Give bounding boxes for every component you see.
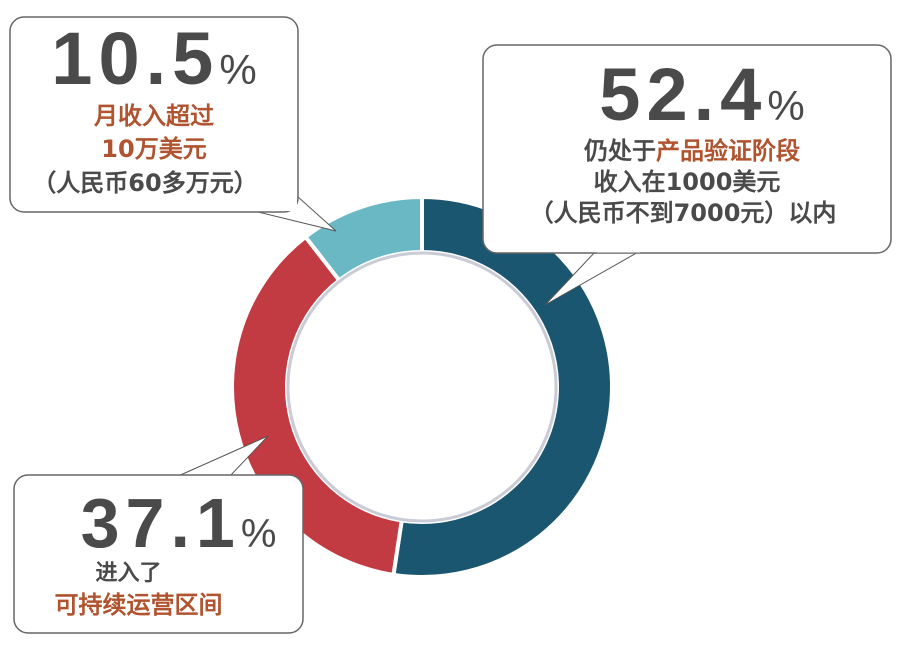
callout-line-1: 月收入超过 (94, 102, 214, 130)
callout-bottom-left: 37.1% 进入了 可持续运营区间 (14, 488, 303, 622)
percent-sign: % (240, 512, 277, 556)
callout-line-2: 可持续运营区间 (54, 591, 223, 619)
inner-ring-shadow (286, 251, 558, 523)
callout-box-bottom-left (13, 474, 304, 634)
percentage-number: 37.1 (80, 484, 241, 562)
callout-line-1: 进入了 (95, 561, 162, 586)
tail-mask-top-left (251, 197, 297, 211)
tail-mask-bottom-left (177, 476, 228, 479)
line-1-plain: 仍处于 (584, 137, 656, 165)
callout-line-3: （人民币不到7000元）以内 (529, 199, 837, 227)
callout-right: 52.4% 仍处于产品验证阶段 收入在1000美元 （人民币不到7000元）以内 (483, 58, 891, 229)
callout-line-3: （人民币60多万元） (32, 169, 258, 197)
callout-box-top-left (9, 16, 299, 213)
percent-sign: % (219, 46, 257, 93)
callout-line-2: 10万美元 (101, 135, 207, 163)
callout-top-left: 10.5% 月收入超过 10万美元 （人民币60多万元） (10, 22, 298, 200)
line-1-highlight: 产品验证阶段 (656, 137, 800, 165)
callout-line-1: 仍处于产品验证阶段 (483, 136, 891, 167)
callout-line-2: 收入在1000美元 (593, 168, 781, 196)
percentage-value: 37.1% (14, 488, 303, 560)
tail-mask-right (597, 248, 640, 253)
percentage-value: 10.5% (10, 22, 298, 100)
percentage-number: 10.5 (51, 17, 220, 100)
percentage-number: 52.4 (599, 53, 768, 136)
percentage-value: 52.4% (483, 58, 891, 136)
callout-box-right (482, 44, 892, 254)
percent-sign: % (767, 82, 805, 129)
